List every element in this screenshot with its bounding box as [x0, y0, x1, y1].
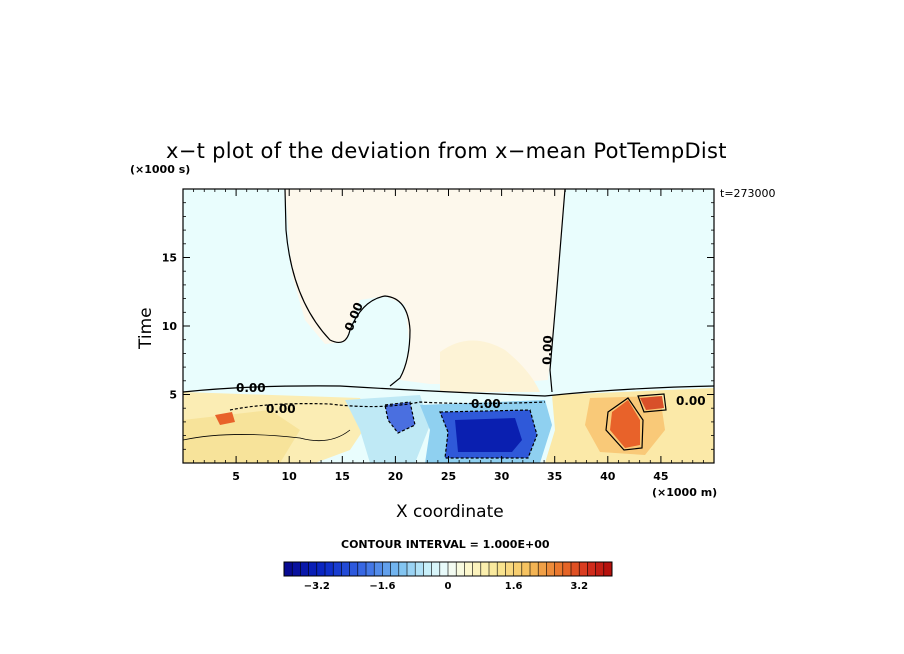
- colorbar-cell: [489, 562, 498, 576]
- contour-warm-spot-ring: [637, 393, 667, 413]
- contour-left-thin: [183, 429, 351, 442]
- colorbar-cell: [439, 562, 449, 576]
- colorbar-cell: [325, 562, 334, 576]
- colorbar-cell: [398, 562, 408, 576]
- colorbar-cell: [390, 562, 400, 576]
- colorbar-cell: [284, 562, 293, 576]
- contour-zero-left: [284, 189, 411, 387]
- contour-label: 0.00: [471, 397, 501, 411]
- colorbar-cell: [423, 562, 432, 576]
- field-layer: [183, 189, 714, 463]
- colorbar-tick-label: 1.6: [505, 581, 523, 592]
- contour-lines: [183, 189, 714, 459]
- colorbar-cell: [571, 562, 580, 576]
- field-warm-plume-core: [440, 340, 540, 392]
- contour-zero-right: [549, 189, 566, 393]
- contour-label: 0.00: [540, 335, 555, 365]
- colorbar-cell: [341, 562, 350, 576]
- colorbar-cell: [349, 562, 359, 576]
- y-axis-unit: (×1000 s): [130, 163, 191, 176]
- colorbar-tick-label: −3.2: [304, 581, 330, 592]
- x-tick-label: 30: [494, 470, 510, 483]
- colorbar-tick-label: −1.6: [369, 581, 395, 592]
- colorbar-cell: [562, 562, 572, 576]
- colorbar-cell: [382, 562, 391, 576]
- colorbar-cell: [456, 562, 465, 576]
- colorbar-cell: [308, 562, 318, 576]
- contour-cool-ring: [384, 401, 416, 434]
- colorbar-cell: [587, 562, 596, 576]
- x-axis-label: X coordinate: [396, 502, 504, 522]
- colorbar-cell: [595, 562, 605, 576]
- colorbar-cell: [497, 562, 506, 576]
- x-tick-label: 25: [441, 470, 456, 483]
- contour-warm-ring: [605, 397, 644, 451]
- contour-label: 0.00: [236, 381, 266, 395]
- contour-labels: 0.00 0.00 0.00 0.00 0.00 0.00: [236, 300, 706, 416]
- x-axis-unit: (×1000 m): [652, 486, 718, 499]
- field-warm-spot: [640, 396, 664, 410]
- x-tick-label: 45: [653, 470, 668, 483]
- y-tick-label: 5: [169, 389, 177, 402]
- colorbar-frame: [283, 561, 613, 577]
- contour-label: 0.00: [676, 394, 706, 408]
- colorbar-cell: [464, 562, 473, 576]
- colorbar-cell: [407, 562, 416, 576]
- x-tick-label: 5: [232, 470, 240, 483]
- colorbar-cell: [603, 562, 613, 576]
- field-warm-plume: [285, 189, 565, 384]
- colorbar-cell: [521, 562, 531, 576]
- time-stamp: t=273000: [720, 187, 776, 200]
- axis-ticks: 5 10 15 20 25 30 35 40 45 5 10 15: [162, 189, 714, 483]
- colorbar-cell: [357, 562, 367, 576]
- contour-cold-ring: [439, 409, 538, 459]
- y-tick-label: 15: [162, 252, 177, 265]
- x-tick-label: 10: [282, 470, 298, 483]
- colorbar-cell: [546, 562, 555, 576]
- colorbar-cell: [480, 562, 490, 576]
- colorbar-cell: [366, 562, 375, 576]
- colorbar-tick-label: 3.2: [570, 581, 588, 592]
- field-lower-left-light: [183, 410, 300, 463]
- x-tick-label: 20: [388, 470, 404, 483]
- x-tick-label: 15: [335, 470, 350, 483]
- colorbar-cell: [579, 562, 588, 576]
- chart-title: x−t plot of the deviation from x−mean Po…: [166, 139, 727, 163]
- field-warm-left-spot: [215, 412, 235, 425]
- colorbar-cell: [415, 562, 424, 576]
- colorbar-cell: [538, 562, 547, 576]
- field-cold-core: [455, 418, 522, 452]
- x-tick-label: 35: [547, 470, 562, 483]
- colorbar-cell: [292, 562, 301, 576]
- colorbar-cell: [472, 562, 482, 576]
- colorbar: −3.2 −1.6 0 1.6 3.2: [283, 561, 613, 592]
- x-tick-label: 40: [600, 470, 616, 483]
- colorbar-cell: [554, 562, 564, 576]
- colorbar-cell: [333, 562, 342, 576]
- colorbar-cell: [513, 562, 523, 576]
- contour-zero-band: [183, 385, 714, 397]
- colorbar-cell: [316, 562, 326, 576]
- colorbar-cell: [505, 562, 514, 576]
- y-tick-label: 10: [162, 320, 178, 333]
- contour-interval-label: CONTOUR INTERVAL = 1.000E+00: [341, 538, 550, 551]
- colorbar-cell: [300, 562, 309, 576]
- contour-label: 0.00: [266, 402, 296, 416]
- colorbar-tick-label: 0: [445, 581, 452, 592]
- field-warm-core: [610, 400, 640, 448]
- colorbar-cell: [374, 562, 383, 576]
- colorbar-cell: [530, 562, 539, 576]
- contour-band-lower: [229, 401, 546, 411]
- colorbar-cell: [448, 562, 457, 576]
- colorbar-cell: [431, 562, 441, 576]
